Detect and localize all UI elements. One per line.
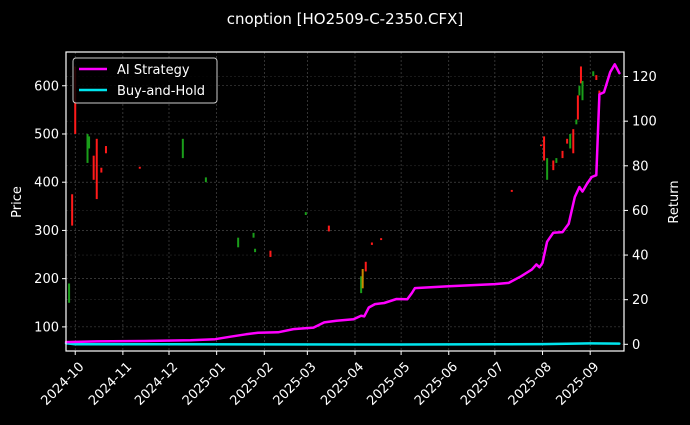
y-tick-label: 600 [34, 79, 59, 94]
plot-frame [65, 51, 625, 352]
price-bar [510, 189, 513, 192]
price-bar [561, 150, 564, 159]
y2-tick-label: 60 [632, 204, 649, 219]
price-bar [304, 212, 307, 216]
price-bar [566, 138, 569, 144]
y2-tick-label: 80 [632, 159, 649, 174]
price-bar [364, 261, 367, 272]
price-bar [380, 238, 383, 241]
price-bar [569, 133, 572, 149]
price-bar [539, 144, 542, 147]
price-bar [92, 155, 95, 180]
price-bar [555, 158, 558, 163]
price-bar [552, 160, 555, 171]
price-bar [181, 138, 184, 159]
y2-tick-label: 100 [632, 115, 657, 130]
chart-title: cnoption [HO2509-C-2350.CFX] [227, 10, 464, 28]
price-bar [95, 138, 98, 200]
legend-box [72, 57, 218, 104]
legend-label-buy-and-hold: Buy-and-Hold [117, 84, 205, 99]
y2-tick-label: 20 [632, 293, 649, 308]
y-tick-label: 300 [34, 224, 59, 239]
price-bar [578, 85, 581, 96]
y-axis-left: 100 200 300 400 500 600 [34, 79, 66, 335]
price-bar [572, 129, 575, 154]
price-bar [86, 133, 89, 163]
price-bar [579, 66, 582, 84]
price-bar [581, 80, 584, 101]
price-bar [595, 75, 598, 80]
price-bar [370, 242, 373, 245]
y-tick-label: 400 [34, 176, 59, 191]
price-bar [269, 250, 272, 257]
y-axis-right: 0 20 40 60 80 100 120 [624, 70, 657, 353]
price-bar [100, 167, 103, 173]
price-bar [104, 146, 107, 154]
price-bar [361, 269, 364, 289]
price-bar [237, 237, 240, 248]
y-tick-label: 500 [34, 127, 59, 142]
y-axis-label: Price [10, 186, 25, 218]
line-buy-and-hold [64, 341, 621, 346]
price-bar [546, 158, 549, 180]
price-bar [543, 136, 546, 161]
y-tick-label: 200 [34, 272, 59, 287]
price-bar [71, 194, 74, 226]
line-ai-strategy [64, 63, 621, 344]
price-bar [68, 283, 71, 303]
price-bar [138, 166, 141, 169]
price-bar [88, 136, 91, 149]
legend: AI Strategy Buy-and-Hold [72, 57, 218, 104]
price-bar [575, 119, 578, 125]
price-bar [327, 225, 330, 232]
y2-tick-label: 0 [632, 338, 640, 353]
y2-tick-label: 40 [632, 249, 649, 264]
price-bar [576, 95, 579, 120]
price-bar [360, 276, 363, 294]
price-bar [204, 177, 207, 183]
legend-label-ai-strategy: AI Strategy [117, 63, 190, 78]
price-bar [252, 232, 255, 238]
y2-axis-label: Return [667, 180, 682, 223]
price-bar [254, 248, 257, 253]
return-lines [64, 63, 621, 346]
y-tick-label: 100 [34, 320, 59, 335]
price-bar [592, 71, 595, 77]
y2-tick-label: 120 [632, 70, 657, 85]
